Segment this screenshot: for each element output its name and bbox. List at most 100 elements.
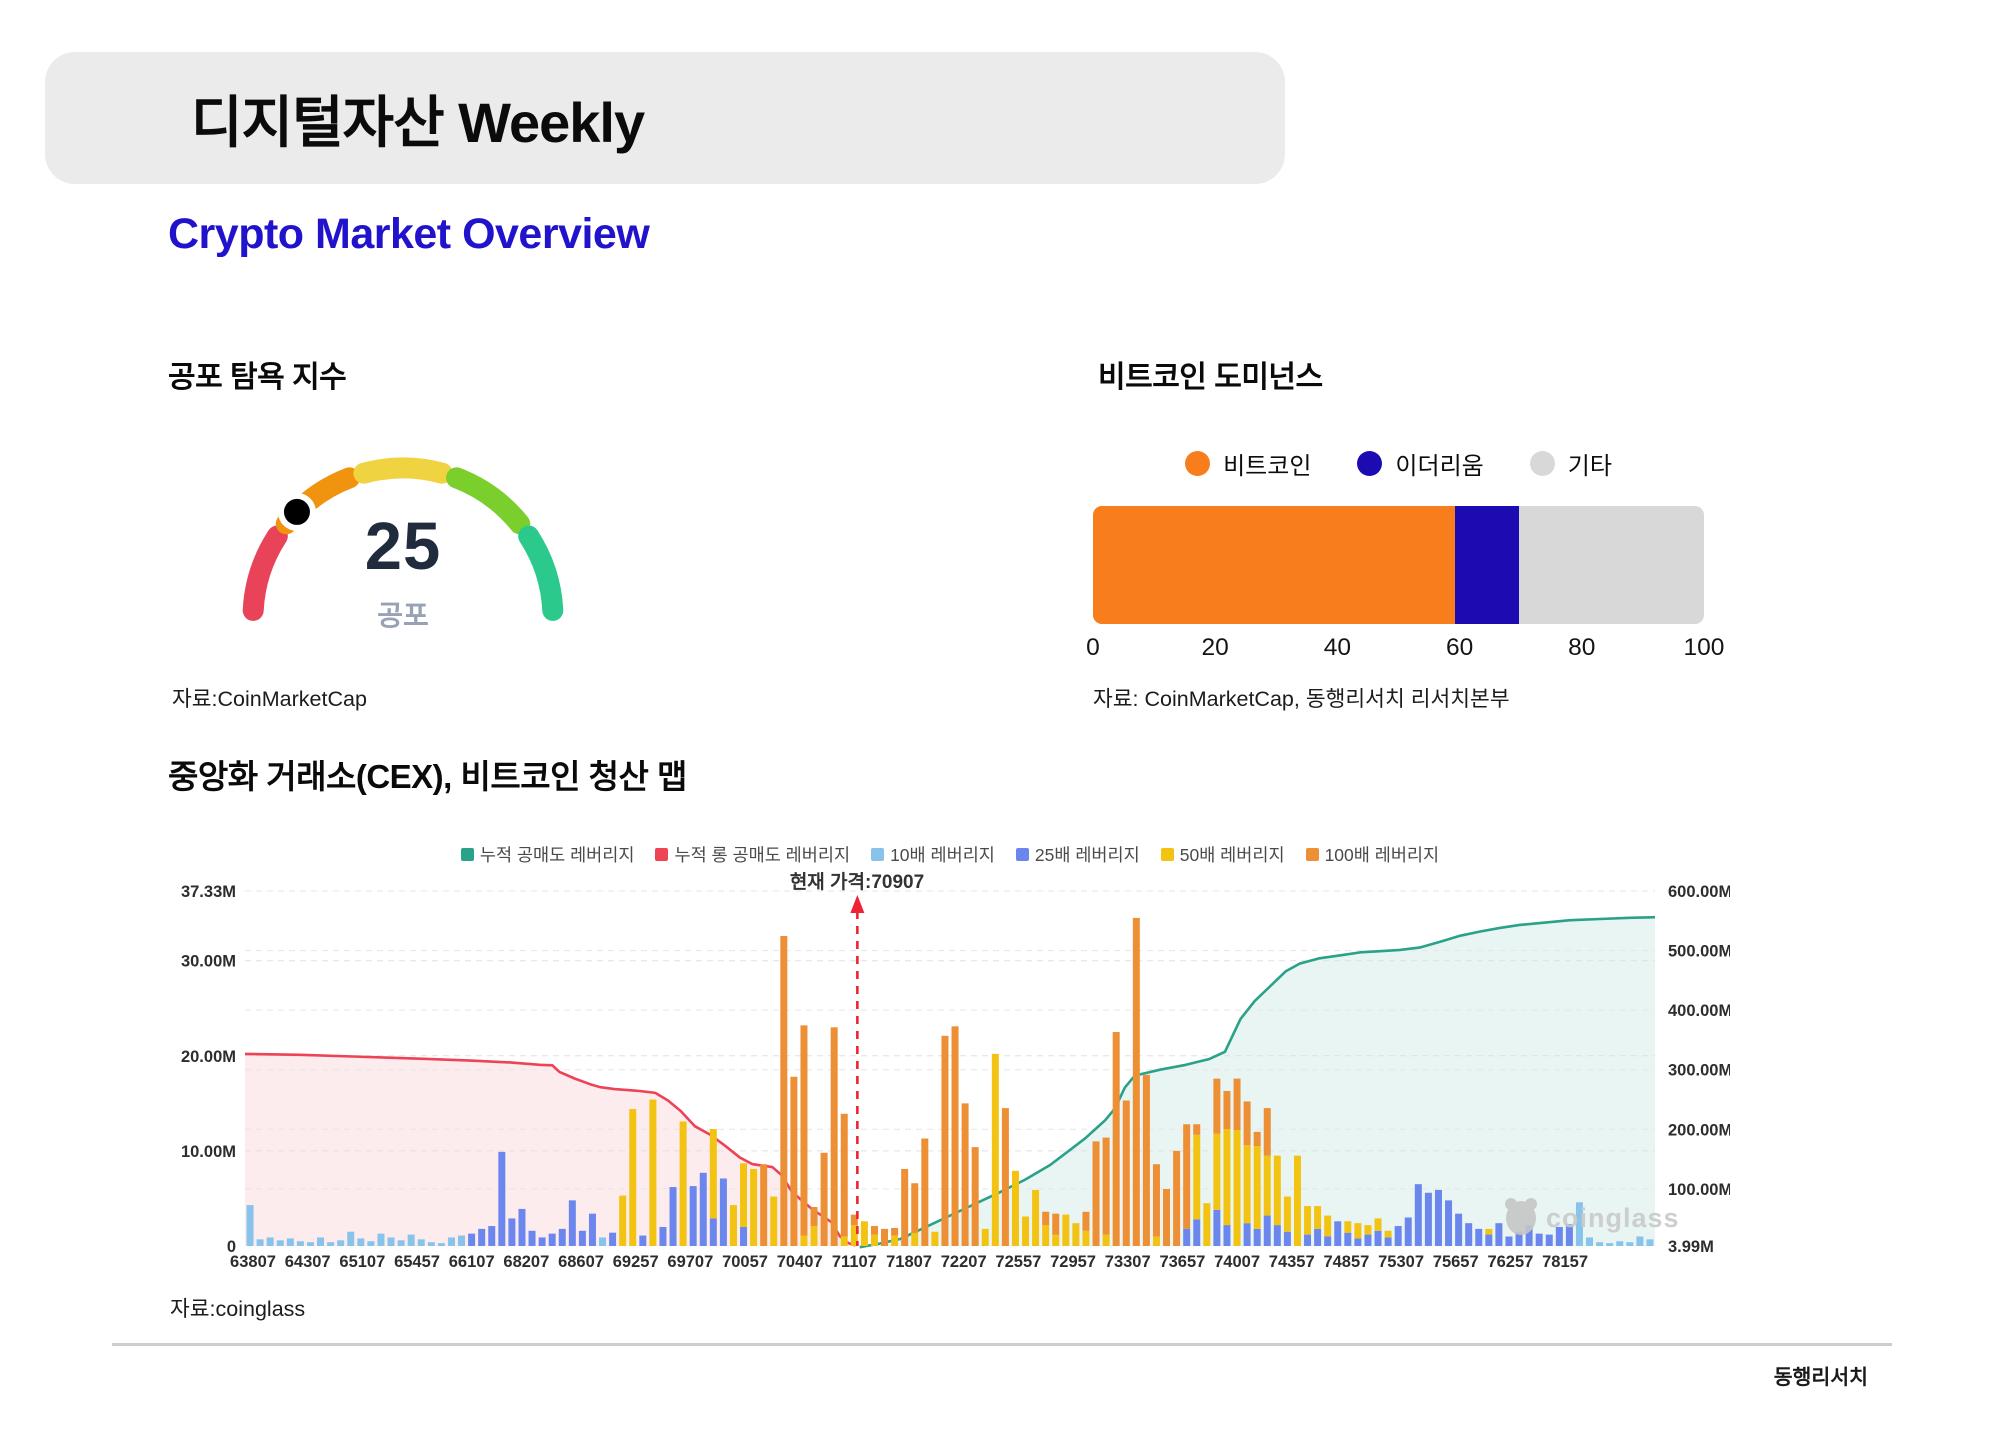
x-axis-tick: 65457 — [394, 1253, 440, 1271]
liquidation-bar — [911, 1232, 919, 1246]
dominance-axis-tick: 80 — [1568, 634, 1596, 661]
liquidation-bar — [458, 1235, 466, 1246]
liquidation-bar — [901, 1168, 909, 1246]
liquidation-bar — [1596, 1242, 1604, 1246]
liquidation-bar — [1324, 1215, 1332, 1237]
liquidation-bar — [911, 1183, 919, 1233]
x-axis-tick: 68607 — [558, 1253, 604, 1271]
liquidation-bar — [1283, 1231, 1291, 1246]
liquidation-bar — [1173, 1150, 1181, 1246]
liquidation-bar — [498, 1151, 506, 1246]
liquidation-bar — [1243, 1101, 1251, 1146]
liquidation-bar — [1515, 1231, 1523, 1246]
legend-dot-icon — [1185, 451, 1211, 476]
liquidation-bar — [1082, 1211, 1090, 1231]
liquidation-bar — [1465, 1223, 1473, 1246]
liquidation-bar — [518, 1208, 526, 1246]
liquidation-bar — [1273, 1155, 1281, 1226]
liquidation-bar — [1203, 1203, 1211, 1246]
liquidation-bar — [1384, 1230, 1392, 1238]
liquidation-bar — [679, 1121, 687, 1246]
liquidation-legend-label: 누적 공매도 레버리지 — [479, 845, 635, 865]
liquidation-bar — [1324, 1236, 1332, 1246]
liquidation-bar — [1646, 1239, 1654, 1246]
watermark-bear-icon — [1506, 1201, 1536, 1235]
liquidation-legend-label: 100배 레버리지 — [1324, 845, 1440, 865]
liquidation-bar — [1233, 1078, 1241, 1130]
liquidation-bar — [709, 1218, 717, 1246]
x-axis-tick: 74357 — [1269, 1253, 1315, 1271]
x-axis-tick: 73657 — [1159, 1253, 1205, 1271]
liquidation-bar — [327, 1242, 335, 1246]
liquidation-bar — [1102, 1137, 1110, 1235]
gauge-marker-dot — [283, 498, 310, 525]
liquidation-bar — [1183, 1228, 1191, 1246]
liquidation-bar — [1142, 1074, 1150, 1246]
liquidation-bar — [921, 1138, 929, 1246]
liquidation-bar — [1152, 1236, 1160, 1246]
liquidation-bar — [1334, 1221, 1342, 1246]
liquidation-bar — [649, 1099, 657, 1246]
x-axis-tick: 65107 — [339, 1253, 385, 1271]
dominance-stacked-bar — [1093, 506, 1704, 624]
liquidation-bar — [1283, 1196, 1291, 1232]
legend-swatch-icon — [655, 848, 669, 861]
liquidation-bar — [870, 1226, 878, 1235]
liquidation-legend-label: 누적 롱 공매도 레버리지 — [674, 845, 851, 865]
liquidation-bar — [1263, 1155, 1271, 1216]
liquidation-bar — [740, 1226, 748, 1246]
dominance-segment-비트코인 — [1093, 506, 1455, 624]
dominance-axis-tick: 0 — [1086, 634, 1100, 661]
liquidation-bar — [1374, 1218, 1382, 1231]
liquidation-bar — [1354, 1238, 1362, 1246]
liquidation-bar — [719, 1178, 727, 1246]
liquidation-bar — [1253, 1228, 1261, 1246]
liquidation-bar — [588, 1213, 596, 1246]
left-axis-tick: 20.00M — [181, 1048, 236, 1066]
liquidation-bar — [347, 1231, 355, 1246]
liquidation-bar — [337, 1240, 345, 1246]
header-banner: 디지털자산 Weekly — [45, 52, 1285, 184]
fear-greed-value: 25 — [364, 509, 442, 584]
liquidation-legend-item-3: 25배 레버리지 — [1015, 842, 1140, 867]
liquidation-bar — [1223, 1090, 1231, 1130]
liquidation-bar — [1022, 1216, 1030, 1246]
liquidation-bar — [1102, 1234, 1110, 1246]
liquidation-bar — [1636, 1236, 1644, 1246]
liquidation-bar — [1193, 1134, 1201, 1220]
x-axis-tick: 76257 — [1487, 1253, 1533, 1271]
liquidation-bar — [669, 1187, 677, 1246]
liquidation-bar — [1586, 1237, 1594, 1246]
liquidation-bar — [357, 1238, 365, 1246]
liquidation-bar — [850, 1214, 858, 1226]
liquidation-bar — [689, 1186, 697, 1246]
liquidation-bar — [1374, 1230, 1382, 1246]
liquidation-bar — [1193, 1124, 1201, 1135]
liquidation-bar — [468, 1233, 476, 1246]
fear-greed-source: 자료:CoinMarketCap — [172, 687, 367, 711]
liquidation-bar — [800, 1025, 808, 1236]
liquidation-bar — [961, 1103, 969, 1246]
liquidation-bar — [1092, 1141, 1100, 1246]
liquidation-bar — [266, 1237, 274, 1246]
liquidation-bar — [850, 1225, 858, 1246]
dominance-axis-tick: 100 — [1683, 634, 1725, 661]
liquidation-bar — [1344, 1232, 1352, 1246]
liquidation-bar — [578, 1230, 586, 1246]
liquidation-title: 중앙화 거래소(CEX), 비트코인 청산 맵 — [168, 758, 687, 795]
current-price-label: 현재 가격:70907 — [789, 872, 925, 893]
liquidation-bar — [1011, 1170, 1019, 1246]
liquidation-bar — [770, 1196, 778, 1246]
liquidation-bar — [1052, 1213, 1060, 1235]
liquidation-bar — [1495, 1223, 1503, 1246]
x-axis-tick: 69257 — [613, 1253, 659, 1271]
right-axis-tick: 300.00M — [1668, 1062, 1730, 1080]
liquidation-bar — [810, 1226, 818, 1246]
liquidation-bar — [1273, 1225, 1281, 1246]
dominance-legend: 비트코인 이더리움 기타 — [1093, 446, 1704, 481]
liquidation-bar — [447, 1237, 455, 1246]
legend-swatch-icon — [1160, 848, 1174, 861]
x-axis-tick: 68207 — [503, 1253, 549, 1271]
right-axis-tick: 400.00M — [1668, 1002, 1730, 1020]
dominance-axis-tick: 20 — [1201, 634, 1229, 661]
